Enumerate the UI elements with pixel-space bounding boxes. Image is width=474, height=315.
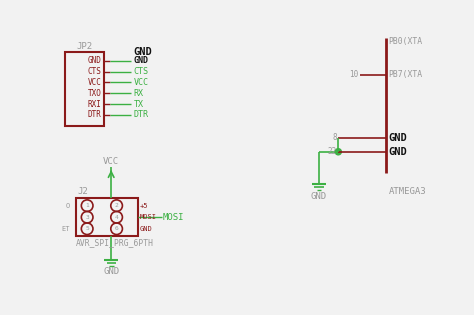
Text: PB0(XTA: PB0(XTA <box>389 37 423 46</box>
Text: 4: 4 <box>115 215 118 220</box>
Text: 10: 10 <box>349 70 358 79</box>
Text: TXO: TXO <box>88 89 102 98</box>
Text: GND: GND <box>311 192 327 201</box>
Text: VCC: VCC <box>88 78 102 87</box>
Text: RX: RX <box>134 89 144 98</box>
Circle shape <box>335 149 341 155</box>
Text: JP2: JP2 <box>77 42 93 51</box>
Text: GND: GND <box>103 267 119 276</box>
Text: TX: TX <box>134 100 144 109</box>
Text: CTS: CTS <box>88 67 102 76</box>
Text: MOSI: MOSI <box>140 214 157 220</box>
Text: ATMEGA3: ATMEGA3 <box>389 187 426 196</box>
Text: 6: 6 <box>115 226 118 231</box>
Text: GND: GND <box>140 226 153 232</box>
Text: J2: J2 <box>78 187 89 196</box>
Text: GND: GND <box>389 133 407 143</box>
Text: +5: +5 <box>140 203 148 209</box>
Text: MOSI: MOSI <box>163 213 184 222</box>
Text: GND: GND <box>389 147 407 157</box>
Text: CTS: CTS <box>134 67 149 76</box>
Bar <box>65 52 104 126</box>
Text: 5: 5 <box>85 226 89 231</box>
Text: O: O <box>66 203 70 209</box>
Text: AVR_SPI_PRG_6PTH: AVR_SPI_PRG_6PTH <box>76 238 155 247</box>
Bar <box>76 198 138 237</box>
Text: 2: 2 <box>115 203 118 208</box>
Text: PB7(XTA: PB7(XTA <box>389 70 423 79</box>
Text: ET: ET <box>62 226 70 232</box>
Text: GND: GND <box>134 56 149 66</box>
Text: RXI: RXI <box>88 100 102 109</box>
Text: 22: 22 <box>328 147 337 156</box>
Text: GND: GND <box>88 56 102 66</box>
Text: DTR: DTR <box>134 110 149 119</box>
Text: 1: 1 <box>85 203 89 208</box>
Text: VCC: VCC <box>103 157 119 165</box>
Text: GND: GND <box>134 47 153 57</box>
Text: DTR: DTR <box>88 110 102 119</box>
Text: 8: 8 <box>332 133 337 142</box>
Text: 3: 3 <box>85 215 89 220</box>
Text: VCC: VCC <box>134 78 149 87</box>
